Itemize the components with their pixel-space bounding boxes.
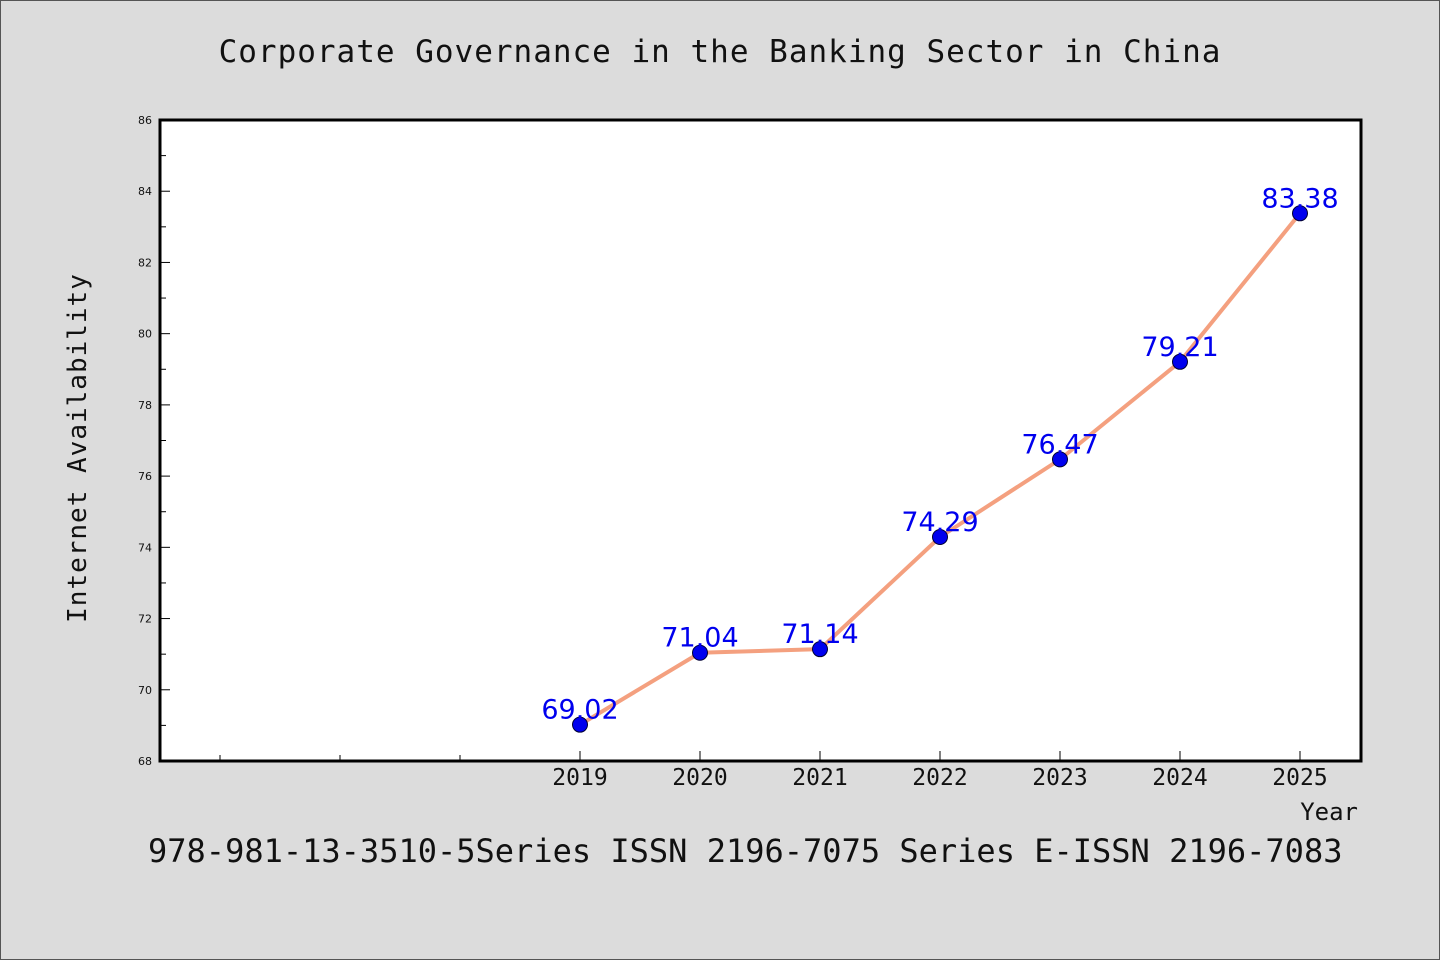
data-label: 76.47 (1021, 429, 1098, 460)
x-tick-label: 2021 (792, 765, 847, 791)
x-axis-label: Year (1300, 798, 1358, 826)
y-tick-label: 82 (138, 256, 152, 269)
y-tick-label: 84 (138, 185, 152, 198)
footnote: 978-981-13-3510-5Series ISSN 2196-7075 S… (148, 832, 1343, 870)
data-point (572, 716, 588, 733)
data-point (1292, 205, 1308, 222)
chart-title: Corporate Governance in the Banking Sect… (218, 34, 1222, 70)
y-tick-label: 68 (138, 755, 152, 768)
x-tick-label: 2025 (1272, 765, 1327, 791)
x-axis-ticks: 2019 2020 2021 2022 2023 2024 2025 (552, 751, 1328, 791)
y-tick-label: 76 (138, 470, 152, 483)
data-labels: 69.02 71.04 71.14 74.29 76.47 79.21 83.38 (541, 183, 1338, 725)
y-tick-label: 70 (138, 684, 152, 697)
y-axis-label: Internet Availability (63, 273, 93, 623)
y-tick-label: 86 (138, 114, 152, 127)
data-label: 71.14 (781, 619, 858, 650)
data-point (1172, 353, 1188, 370)
plot-border (158, 118, 1363, 763)
y-tick-label: 72 (138, 613, 152, 626)
data-label: 69.02 (541, 695, 618, 726)
data-label: 74.29 (901, 507, 978, 538)
y-tick-label: 80 (138, 328, 152, 341)
data-point (692, 644, 708, 661)
x-tick-label: 2020 (672, 765, 727, 791)
series-markers (572, 205, 1308, 733)
x-tick-label: 2019 (552, 765, 607, 791)
x-tick-label: 2024 (1152, 765, 1207, 791)
data-label: 79.21 (1141, 332, 1218, 363)
y-axis-ticks: 68 70 72 74 76 78 80 82 84 86 (138, 114, 170, 768)
plot-area (160, 120, 1361, 761)
data-point (812, 641, 828, 658)
data-label: 83.38 (1261, 183, 1338, 214)
data-label: 71.04 (661, 623, 738, 654)
x-tick-label: 2023 (1032, 765, 1087, 791)
y-tick-label: 78 (138, 399, 152, 412)
y-tick-label: 74 (138, 541, 152, 554)
data-point (932, 529, 948, 546)
data-point (1052, 451, 1068, 468)
x-tick-label: 2022 (912, 765, 967, 791)
